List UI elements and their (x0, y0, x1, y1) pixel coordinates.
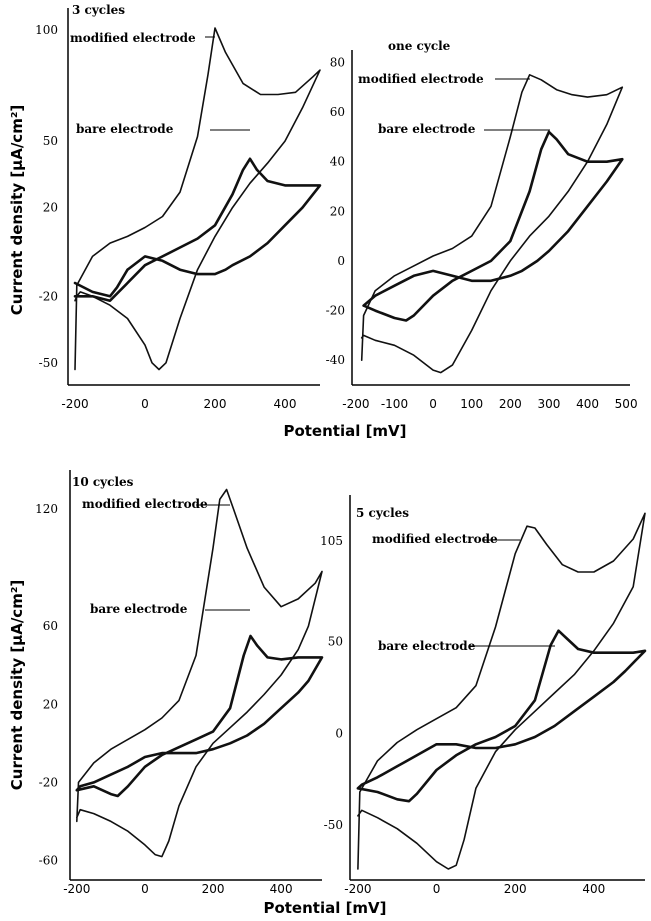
y-tick-label: -40 (326, 353, 345, 367)
x-tick-label: -200 (344, 882, 371, 896)
y-tick-label: -20 (39, 775, 58, 789)
y-tick-label: 0 (335, 726, 343, 740)
x-tick-label: -200 (342, 397, 369, 411)
y-tick-label: 105 (320, 534, 343, 548)
y-tick-label: 80 (330, 55, 345, 69)
x-tick-label: 500 (615, 397, 638, 411)
x-tick-label: -200 (61, 397, 88, 411)
y-tick-label: -20 (39, 289, 58, 303)
x-tick-label: 0 (141, 397, 149, 411)
bare-electrode-curve (356, 629, 647, 803)
y-tick-label: 0 (337, 254, 345, 268)
modified-electrode-label: modified electrode (358, 72, 484, 86)
x-tick-label: 400 (576, 397, 599, 411)
modified-electrode-curve (360, 74, 624, 374)
bare-electrode-label: bare electrode (76, 122, 174, 136)
modified-electrode-curve (76, 488, 323, 858)
x-tick-label: 100 (460, 397, 483, 411)
y-tick-label: 20 (330, 204, 345, 218)
y-tick-label: 20 (43, 697, 58, 711)
x-tick-label: 400 (274, 397, 297, 411)
x-tick-label: 200 (204, 397, 227, 411)
y-tick-label: -50 (324, 818, 343, 832)
bare-electrode-label: bare electrode (90, 602, 188, 616)
y-tick-label: 100 (35, 23, 58, 37)
y-tick-label: 60 (330, 105, 345, 119)
y-tick-label: 20 (43, 201, 58, 215)
panel-title: 10 cycles (72, 475, 134, 489)
x-tick-label: 0 (141, 882, 149, 896)
modified-electrode-curve (74, 27, 321, 371)
x-tick-label: 200 (504, 882, 527, 896)
bare-electrode-label: bare electrode (378, 639, 476, 653)
bare-electrode-curve (75, 634, 324, 798)
bare-electrode-label: bare electrode (378, 122, 476, 136)
y-tick-label: 50 (328, 635, 343, 649)
modified-electrode-curve (357, 512, 646, 870)
y-axis-label-top: Current density [µA/cm²] (8, 105, 26, 315)
y-tick-label: 40 (330, 155, 345, 169)
x-tick-label: 0 (429, 397, 437, 411)
y-tick-label: -20 (326, 304, 345, 318)
x-tick-label: 400 (582, 882, 605, 896)
modified-electrode-label: modified electrode (82, 497, 208, 511)
bare-electrode-curve (362, 130, 624, 322)
x-tick-label: -200 (63, 882, 90, 896)
panel-title: one cycle (388, 39, 451, 53)
x-tick-label: 200 (499, 397, 522, 411)
x-axis-label-bottom: Potential [mV] (263, 899, 386, 917)
panel-1: 100 50 20 -20 -50 -200 0 200 400 3 cycles modified… (35, 3, 322, 411)
x-tick-label: -100 (381, 397, 408, 411)
y-tick-label: 120 (35, 502, 58, 516)
panel-title: 3 cycles (72, 3, 125, 17)
x-tick-label: 300 (537, 397, 560, 411)
y-axis-label-bottom: Current density [µA/cm²] (8, 580, 26, 790)
bare-electrode-curve (73, 157, 322, 303)
y-tick-label: -50 (39, 356, 58, 370)
modified-electrode-label: modified electrode (372, 532, 498, 546)
panel-3: 120 60 20 -20 -60 -200 0 200 400 10 cycles modifie… (35, 470, 324, 896)
x-tick-label: 0 (433, 882, 441, 896)
x-tick-label: 200 (202, 882, 225, 896)
panel-title: 5 cycles (356, 506, 409, 520)
y-tick-label: -60 (39, 853, 58, 867)
x-axis-label-top: Potential [mV] (283, 422, 406, 440)
x-tick-label: 400 (270, 882, 293, 896)
modified-electrode-label: modified electrode (70, 31, 196, 45)
y-tick-label: 50 (43, 134, 58, 148)
y-tick-label: 60 (43, 619, 58, 633)
panel-4: 105 50 0 -50 -200 0 200 400 5 cycles modified ele… (320, 495, 647, 896)
